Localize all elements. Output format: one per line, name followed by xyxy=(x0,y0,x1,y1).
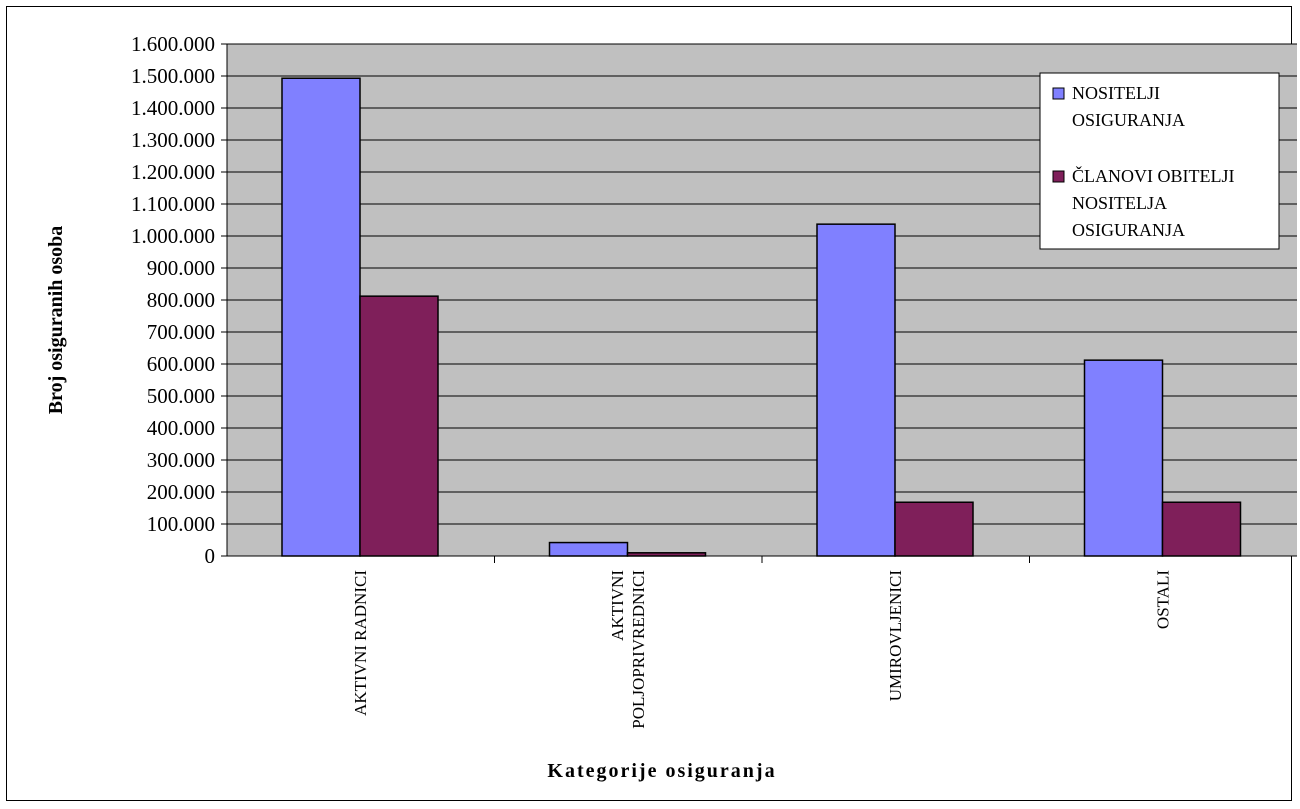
legend-swatch xyxy=(1052,87,1065,100)
y-tick-label: 1.600.000 xyxy=(131,32,215,56)
y-tick-label: 400.000 xyxy=(147,416,215,440)
y-tick-label: 500.000 xyxy=(147,384,215,408)
y-tick-label: 200.000 xyxy=(147,480,215,504)
x-axis-title: Kategorije osiguranja xyxy=(547,760,776,782)
legend-swatch xyxy=(1052,170,1065,183)
y-tick-label: 600.000 xyxy=(147,352,215,376)
legend-label: OSIGURANJA xyxy=(1072,110,1185,130)
bar-clanovi xyxy=(359,295,439,557)
y-tick-label: 900.000 xyxy=(147,256,215,280)
x-category-label: UMIROVLJENICI xyxy=(886,570,905,702)
x-category-label: POLJOPRIVREDNICI xyxy=(629,570,648,729)
bar-clanovi xyxy=(894,501,974,557)
y-tick-label: 800.000 xyxy=(147,288,215,312)
y-tick-label: 300.000 xyxy=(147,448,215,472)
y-tick-label: 0 xyxy=(205,544,216,568)
y-tick-label: 1.100.000 xyxy=(131,192,215,216)
bar-nositelji xyxy=(816,223,896,557)
y-tick-label: 1.000.000 xyxy=(131,224,215,248)
y-tick-label: 1.500.000 xyxy=(131,64,215,88)
x-category-label: AKTIVNI xyxy=(608,570,627,641)
y-tick-label: 1.200.000 xyxy=(131,160,215,184)
legend-label: NOSITELJA xyxy=(1072,193,1167,213)
bar-nositelji xyxy=(281,77,361,557)
y-axis-title: Broj osiguranih osoba xyxy=(45,226,67,415)
legend-label: OSIGURANJA xyxy=(1072,220,1185,240)
legend-box xyxy=(1039,72,1280,250)
bar-clanovi xyxy=(1161,501,1242,557)
bar-nositelji xyxy=(1083,359,1164,557)
x-category-label: OSTALI xyxy=(1154,570,1173,629)
legend: NOSITELJI OSIGURANJA ČLANOVI OBITELJI NOSIT… xyxy=(1039,72,1280,250)
bar-nositelji xyxy=(548,541,629,557)
y-tick-label: 1.400.000 xyxy=(131,96,215,120)
y-tick-label: 700.000 xyxy=(147,320,215,344)
x-category-label: AKTIVNI RADNICI xyxy=(351,570,370,716)
bar-clanovi xyxy=(626,552,707,557)
legend-label: NOSITELJI xyxy=(1072,83,1160,103)
legend-label: ČLANOVI OBITELJI xyxy=(1072,165,1234,186)
y-tick-label: 100.000 xyxy=(147,512,215,536)
y-tick-label: 1.300.000 xyxy=(131,128,215,152)
